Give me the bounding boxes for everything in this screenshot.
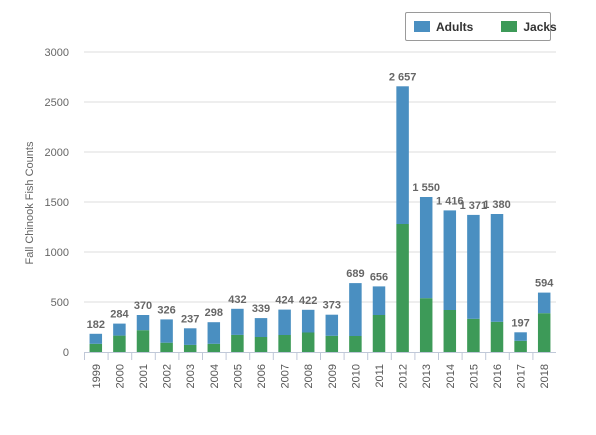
bar-adults-2004 <box>207 322 221 344</box>
y-tick-label-3000: 3000 <box>45 47 69 59</box>
bar-adults-2018 <box>537 292 551 314</box>
data-label-total-2009: 373 <box>323 300 341 312</box>
bar-jacks-2009 <box>325 335 339 352</box>
data-label-total-2006: 339 <box>252 303 270 315</box>
data-label-total-2011: 656 <box>370 271 388 283</box>
bar-jacks-2017 <box>514 340 527 352</box>
y-tick-label-2500: 2500 <box>45 97 69 109</box>
chart-legend: Adults Jacks <box>405 12 557 41</box>
data-label-total-2004: 298 <box>205 307 223 319</box>
bar-adults-2013 <box>419 197 433 299</box>
legend-item-adults[interactable]: Adults <box>414 20 473 34</box>
x-tick-label-2001: 2001 <box>138 364 150 388</box>
bar-adults-2008 <box>301 309 315 333</box>
data-label-total-2015: 1 371 <box>460 200 488 212</box>
x-tick-label-2000: 2000 <box>114 364 126 388</box>
x-tick-label-1999: 1999 <box>91 364 103 388</box>
x-tick-label-2010: 2010 <box>350 364 362 388</box>
bar-adults-2012 <box>396 86 409 224</box>
data-label-total-2018: 594 <box>535 278 554 290</box>
bar-jacks-2008 <box>301 332 315 352</box>
bar-adults-2002 <box>160 319 173 343</box>
x-tick-label-2017: 2017 <box>516 364 528 388</box>
y-tick-label-1500: 1500 <box>45 197 69 209</box>
bar-jacks-2004 <box>207 343 221 352</box>
data-label-total-2008: 422 <box>299 295 317 307</box>
x-tick-label-2016: 2016 <box>492 364 504 388</box>
x-tick-label-2014: 2014 <box>445 364 457 388</box>
bar-adults-2015 <box>467 214 480 319</box>
x-tick-label-2005: 2005 <box>232 364 244 388</box>
data-label-total-2012: 2 657 <box>389 71 417 83</box>
legend-swatch-adults <box>414 21 430 32</box>
y-tick-label-1000: 1000 <box>45 247 69 259</box>
data-label-total-2002: 326 <box>157 304 175 316</box>
x-tick-label-2006: 2006 <box>256 364 268 388</box>
x-tick-label-2003: 2003 <box>185 364 197 388</box>
bar-adults-2016 <box>490 214 504 322</box>
bar-adults-2009 <box>325 314 339 336</box>
x-tick-label-2018: 2018 <box>539 364 551 388</box>
bar-jacks-2010 <box>349 336 362 352</box>
x-tick-label-2013: 2013 <box>421 364 433 388</box>
data-label-total-2000: 284 <box>110 309 129 321</box>
bar-adults-2007 <box>278 309 291 335</box>
data-label-total-2001: 370 <box>134 300 152 312</box>
bar-jacks-2006 <box>254 337 268 352</box>
bar-adults-2006 <box>254 318 268 337</box>
bar-jacks-1999 <box>89 343 103 352</box>
data-label-total-1999: 182 <box>87 319 105 331</box>
bar-jacks-2015 <box>467 318 480 352</box>
x-tick-label-2004: 2004 <box>209 364 221 388</box>
y-tick-label-0: 0 <box>63 347 69 359</box>
legend-label-adults: Adults <box>436 19 474 34</box>
bar-adults-2001 <box>136 315 150 331</box>
bar-adults-2010 <box>349 283 362 336</box>
bar-adults-2017 <box>514 332 527 341</box>
bar-adults-2003 <box>183 328 197 345</box>
legend-label-jacks: Jacks <box>523 19 557 34</box>
legend-swatch-jacks <box>501 21 518 32</box>
x-tick-label-2008: 2008 <box>303 364 315 388</box>
data-label-total-2014: 1 416 <box>436 195 464 207</box>
bar-adults-1999 <box>89 333 103 344</box>
legend-item-jacks[interactable]: Jacks <box>501 19 557 34</box>
data-label-total-2007: 424 <box>275 295 294 307</box>
bar-jacks-2018 <box>537 313 551 352</box>
bar-jacks-2016 <box>490 321 504 352</box>
data-label-total-2003: 237 <box>181 313 199 325</box>
bar-adults-2011 <box>372 286 386 315</box>
x-tick-label-2009: 2009 <box>327 364 339 388</box>
bar-jacks-2013 <box>419 298 433 352</box>
x-tick-label-2011: 2011 <box>374 364 386 388</box>
bar-jacks-2007 <box>278 335 291 352</box>
bar-jacks-2014 <box>443 310 457 352</box>
bar-jacks-2000 <box>113 335 126 352</box>
bar-jacks-2002 <box>160 342 173 352</box>
data-label-total-2010: 689 <box>346 268 364 280</box>
y-tick-label-500: 500 <box>51 297 69 309</box>
data-label-total-2016: 1 380 <box>483 199 511 211</box>
data-label-total-2013: 1 550 <box>412 182 440 194</box>
bar-jacks-2011 <box>372 315 386 352</box>
x-tick-label-2015: 2015 <box>468 364 480 388</box>
x-tick-label-2002: 2002 <box>162 364 174 388</box>
bar-jacks-2005 <box>231 334 244 352</box>
x-tick-label-2012: 2012 <box>398 364 410 388</box>
bar-adults-2014 <box>443 210 457 310</box>
bar-adults-2000 <box>113 323 126 336</box>
bar-adults-2005 <box>231 308 244 335</box>
x-tick-label-2007: 2007 <box>280 364 292 388</box>
data-label-total-2005: 432 <box>228 294 246 306</box>
data-label-total-2017: 197 <box>511 317 529 329</box>
bar-jacks-2012 <box>396 224 409 352</box>
y-tick-label-2000: 2000 <box>45 147 69 159</box>
bar-jacks-2003 <box>183 344 197 352</box>
bar-jacks-2001 <box>136 330 150 352</box>
